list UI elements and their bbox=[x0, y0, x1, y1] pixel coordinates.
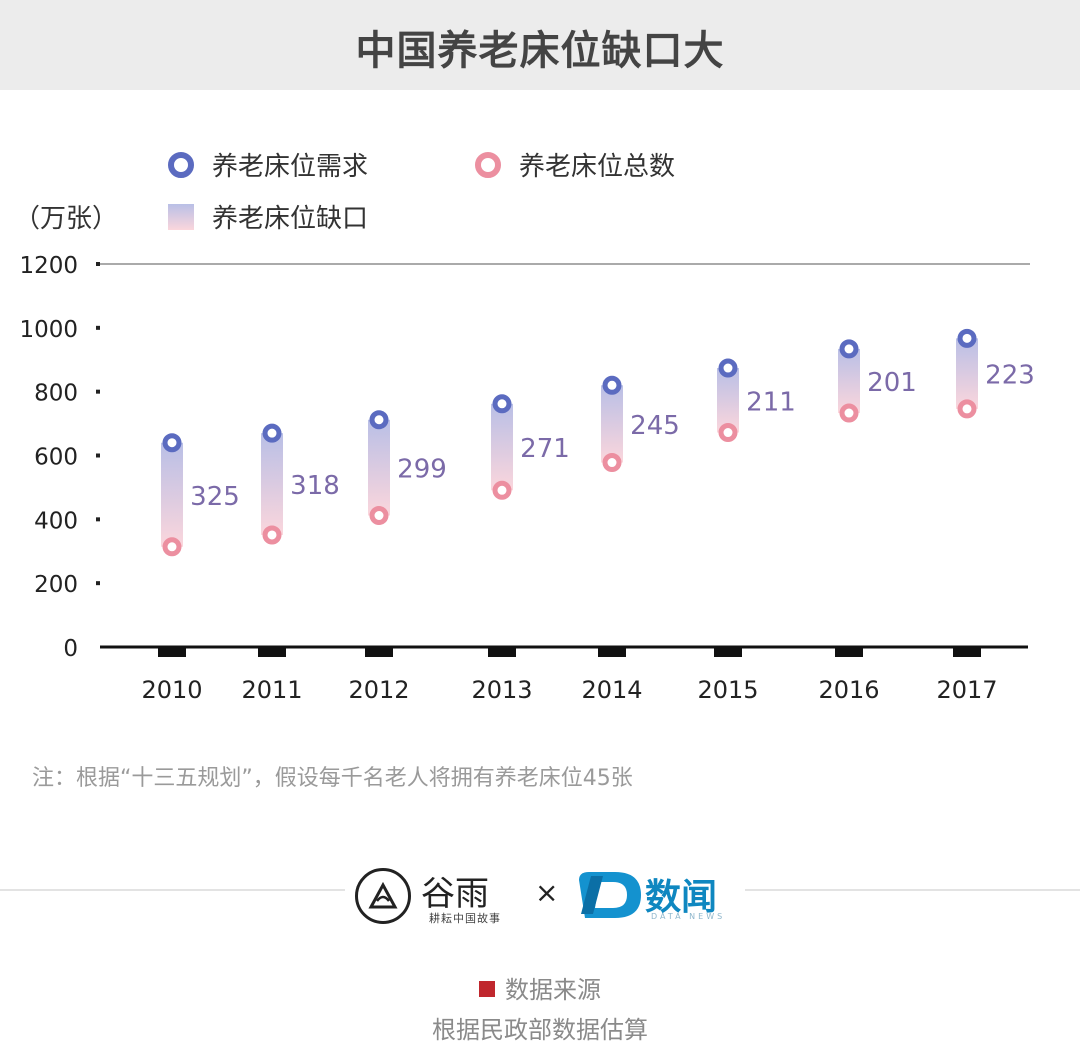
shuwen-d-icon bbox=[579, 872, 641, 918]
legend-total-marker bbox=[475, 151, 501, 178]
legend-total-label: 养老床位总数 bbox=[519, 152, 676, 182]
legend-demand-label: 养老床位需求 bbox=[212, 152, 369, 182]
total-point bbox=[957, 399, 977, 419]
legend-demand-marker bbox=[168, 151, 194, 178]
guyu-logo-icon bbox=[355, 868, 411, 924]
x-tick-label: 2014 bbox=[581, 676, 642, 704]
guyu-logo-text: 谷雨 bbox=[421, 874, 489, 914]
title-bar bbox=[0, 0, 1080, 90]
gap-value-label: 211 bbox=[746, 387, 796, 417]
gap-value-label: 245 bbox=[630, 411, 680, 441]
gap-bar bbox=[491, 403, 513, 491]
y-tick-label: 200 bbox=[34, 572, 78, 598]
divider-left bbox=[0, 889, 345, 891]
total-point bbox=[602, 453, 622, 473]
x-tick-mark bbox=[488, 648, 516, 657]
y-tick-mark bbox=[96, 325, 100, 330]
gap-bar bbox=[956, 338, 978, 409]
gap-value-label: 223 bbox=[985, 361, 1035, 391]
demand-point bbox=[957, 328, 977, 348]
x-tick-mark bbox=[714, 648, 742, 657]
x-tick-label: 2017 bbox=[936, 676, 997, 704]
gap-value-label: 271 bbox=[520, 434, 570, 464]
y-tick-label: 800 bbox=[34, 381, 78, 407]
demand-point bbox=[839, 339, 859, 359]
x-tick-label: 2015 bbox=[697, 676, 758, 704]
x-tick-label: 2011 bbox=[241, 676, 302, 704]
demand-point bbox=[602, 375, 622, 395]
demand-point bbox=[369, 410, 389, 430]
gap-value-label: 201 bbox=[867, 368, 917, 398]
y-tick-mark bbox=[96, 389, 100, 394]
y-tick-label: 0 bbox=[63, 636, 78, 662]
y-tick-label: 600 bbox=[34, 445, 78, 471]
gap-bar bbox=[601, 385, 623, 463]
x-tick-mark bbox=[598, 648, 626, 657]
logo-separator: × bbox=[535, 876, 559, 909]
x-tick-mark bbox=[258, 648, 286, 657]
y-tick-mark bbox=[96, 517, 100, 522]
chart-plot: 0200400600800100012002010325201131820122… bbox=[19, 253, 1035, 704]
gap-bar bbox=[717, 368, 739, 433]
x-tick-mark bbox=[953, 648, 981, 657]
total-point bbox=[492, 480, 512, 500]
demand-point bbox=[492, 394, 512, 414]
legend-demand: 养老床位需求 bbox=[168, 146, 368, 183]
x-tick-label: 2010 bbox=[141, 676, 202, 704]
divider-right bbox=[745, 889, 1080, 891]
gap-bar bbox=[838, 348, 860, 414]
gap-bar bbox=[161, 442, 183, 547]
x-tick-label: 2012 bbox=[348, 676, 409, 704]
y-tick-label: 400 bbox=[34, 508, 78, 534]
total-point bbox=[718, 423, 738, 443]
gap-value-label: 318 bbox=[290, 471, 340, 501]
x-tick-mark bbox=[158, 648, 186, 657]
y-axis-unit: （万张） bbox=[14, 204, 119, 234]
source-label-row: 数据来源 bbox=[0, 970, 1080, 1005]
total-point bbox=[262, 525, 282, 545]
demand-point bbox=[718, 358, 738, 378]
demand-point bbox=[262, 423, 282, 443]
legend-total: 养老床位总数 bbox=[475, 146, 675, 183]
total-point bbox=[369, 506, 389, 526]
shuwen-logo-text: 数闻 bbox=[645, 877, 718, 918]
x-tick-label: 2013 bbox=[471, 676, 532, 704]
total-point bbox=[839, 403, 859, 423]
source-label: 数据来源 bbox=[505, 976, 601, 1004]
y-tick-mark bbox=[96, 453, 100, 458]
y-tick-mark bbox=[96, 262, 100, 266]
source-marker bbox=[479, 981, 495, 997]
y-tick-mark bbox=[96, 581, 100, 586]
legend-gap-label: 养老床位缺口 bbox=[212, 204, 369, 234]
y-tick-label: 1000 bbox=[19, 317, 78, 343]
footnote: 注：根据“十三五规划”，假设每千名老人将拥有养老床位45张 bbox=[32, 766, 633, 791]
y-tick-label: 1200 bbox=[19, 253, 78, 279]
gap-value-label: 299 bbox=[397, 455, 447, 485]
gap-bar bbox=[368, 419, 390, 516]
chart-title: 中国养老床位缺口大 bbox=[355, 28, 725, 74]
total-point bbox=[162, 537, 182, 557]
gap-bar bbox=[261, 433, 283, 535]
source-text: 根据民政部数据估算 bbox=[432, 1016, 648, 1044]
demand-point bbox=[162, 433, 182, 453]
logo-group: 谷雨 耕耘中国故事 × 数闻 DATA NEWS bbox=[355, 860, 735, 930]
x-tick-mark bbox=[835, 648, 863, 657]
x-tick-mark bbox=[365, 648, 393, 657]
guyu-logo-subtitle: 耕耘中国故事 bbox=[429, 912, 501, 925]
gap-value-label: 325 bbox=[190, 482, 240, 512]
x-tick-label: 2016 bbox=[818, 676, 879, 704]
legend-gap-swatch bbox=[168, 203, 194, 230]
shuwen-logo-subtitle: DATA NEWS bbox=[651, 912, 726, 921]
legend-gap: 养老床位缺口 bbox=[168, 198, 368, 235]
